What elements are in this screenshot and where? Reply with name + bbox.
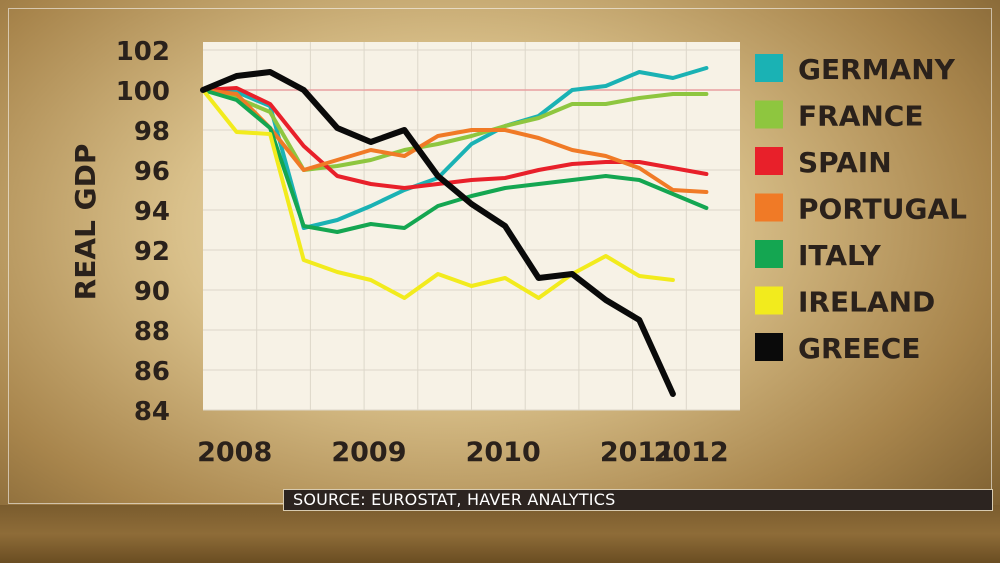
legend-label-greece: GREECE: [798, 332, 920, 365]
legend-label-spain: SPAIN: [798, 146, 892, 179]
legend-swatch-france: [755, 100, 783, 129]
y-tick-label: 84: [134, 397, 170, 427]
series-line-portugal: [201, 88, 709, 194]
legend-swatch-greece: [755, 333, 783, 361]
y-tick-label: 88: [134, 317, 170, 347]
x-tick-label: 2009: [331, 437, 406, 468]
x-tick-label: 2010: [466, 437, 541, 468]
legend-label-portugal: PORTUGAL: [798, 193, 967, 226]
legend-label-italy: ITALY: [798, 239, 881, 272]
y-tick-label: 100: [116, 77, 170, 107]
y-axis-label: REAL GDP: [69, 144, 102, 301]
legend-swatch-portugal: [755, 193, 783, 222]
y-tick-label: 90: [134, 277, 170, 307]
y-tick-label: 102: [116, 37, 170, 67]
legend-label-france: FRANCE: [798, 100, 923, 133]
y-tick-label: 94: [134, 197, 170, 227]
y-tick-label: 98: [134, 117, 170, 147]
x-tick-label: 2011: [600, 437, 675, 468]
y-tick-labels: 84 86 88 90 92 94 96 98 100 102: [116, 37, 170, 427]
legend-swatch-italy: [755, 240, 783, 268]
series-line-france: [201, 88, 709, 172]
legend-label-ireland: IRELAND: [798, 286, 935, 319]
y-tick-label: 86: [134, 357, 170, 387]
legend-swatch-ireland: [755, 286, 783, 315]
series-lines: [200, 66, 709, 397]
grid: [203, 42, 740, 411]
legend-swatch-germany: [755, 54, 783, 82]
bottom-band: [0, 505, 1000, 563]
y-tick-label: 92: [134, 237, 170, 267]
y-tick-label: 96: [134, 157, 170, 187]
legend: GERMANY FRANCE SPAIN PORTUGAL ITALY IRELAND GR…: [755, 53, 967, 365]
x-tick-label: 2008: [197, 437, 272, 468]
series-line-germany: [201, 66, 709, 230]
legend-swatch-spain: [755, 147, 783, 175]
series-line-italy: [201, 88, 709, 234]
legend-label-germany: GERMANY: [798, 53, 956, 86]
series-line-ireland: [201, 88, 675, 300]
series-line-greece: [200, 69, 676, 397]
source-caption: SOURCE: EUROSTAT, HAVER ANALYTICS: [283, 489, 993, 511]
x-tick-label: 2012: [654, 437, 729, 468]
